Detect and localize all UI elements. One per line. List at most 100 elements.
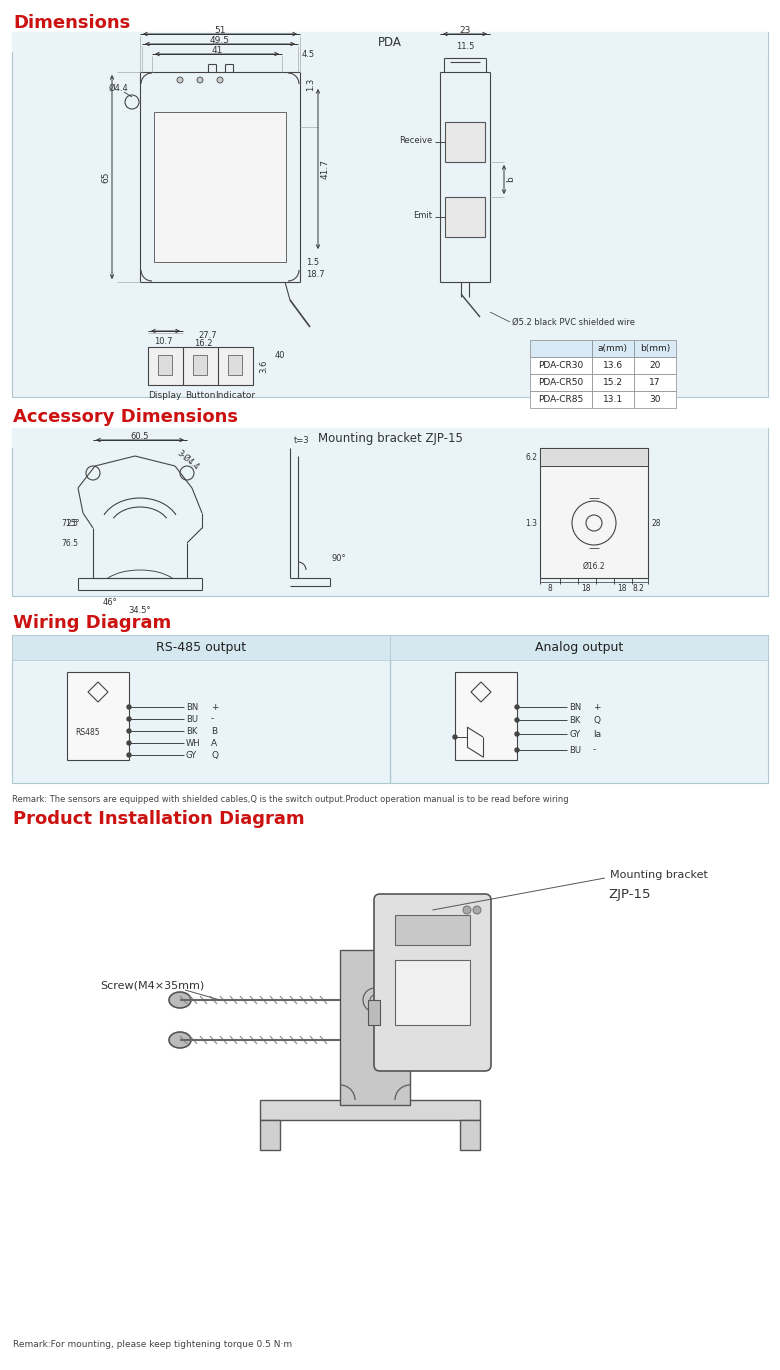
Bar — [260, 1121, 280, 1149]
Circle shape — [127, 741, 131, 745]
Text: B: B — [211, 726, 217, 736]
Bar — [530, 374, 592, 390]
Text: PDA-CR50: PDA-CR50 — [538, 378, 583, 386]
Circle shape — [515, 718, 519, 722]
Text: 40: 40 — [275, 351, 285, 359]
Text: PDA-CR85: PDA-CR85 — [538, 395, 583, 404]
Text: Dimensions: Dimensions — [13, 14, 130, 32]
Bar — [395, 915, 470, 945]
Bar — [540, 448, 648, 578]
Bar — [340, 949, 410, 1106]
Text: 1.5: 1.5 — [306, 258, 319, 267]
Text: 1.3: 1.3 — [525, 518, 537, 527]
Text: 71.5: 71.5 — [61, 518, 78, 527]
Bar — [12, 427, 768, 448]
Text: WH: WH — [186, 738, 200, 748]
FancyBboxPatch shape — [374, 895, 491, 1071]
Text: 1.3: 1.3 — [306, 77, 315, 90]
Text: Product Installation Diagram: Product Installation Diagram — [13, 810, 305, 827]
Text: 60.5: 60.5 — [131, 432, 149, 441]
Bar — [634, 358, 676, 374]
Text: 51: 51 — [215, 26, 225, 34]
Text: 13.1: 13.1 — [603, 395, 623, 404]
Text: Emit: Emit — [413, 211, 432, 219]
Bar — [530, 390, 592, 408]
Text: 20: 20 — [649, 362, 661, 370]
Text: Button: Button — [185, 390, 215, 400]
Text: Q: Q — [211, 751, 218, 759]
Text: A: A — [211, 738, 217, 748]
Bar — [634, 374, 676, 390]
Text: b(mm): b(mm) — [640, 344, 670, 353]
Text: 18: 18 — [617, 584, 627, 592]
Bar — [592, 340, 634, 358]
Text: 46°: 46° — [103, 597, 117, 607]
Text: 41.7: 41.7 — [321, 159, 329, 179]
Text: t=3: t=3 — [294, 436, 310, 444]
Text: Ø4.4: Ø4.4 — [108, 84, 128, 93]
Circle shape — [515, 706, 519, 710]
Ellipse shape — [169, 1032, 191, 1048]
Text: 76.5: 76.5 — [61, 538, 78, 548]
Text: BN: BN — [569, 703, 581, 711]
Text: 34.5°: 34.5° — [129, 606, 151, 615]
Text: PDA: PDA — [378, 36, 402, 48]
Bar — [445, 197, 485, 237]
Text: 3-Ø4.4: 3-Ø4.4 — [175, 448, 200, 471]
Text: Mounting bracket: Mounting bracket — [610, 870, 708, 880]
Text: BK: BK — [569, 715, 580, 725]
Text: 30: 30 — [649, 395, 661, 404]
Text: 3.6: 3.6 — [259, 359, 268, 373]
Bar — [592, 358, 634, 374]
Text: 27.7: 27.7 — [199, 330, 218, 340]
Text: GY: GY — [186, 751, 197, 759]
Bar — [158, 355, 172, 375]
Bar — [445, 122, 485, 162]
Circle shape — [217, 77, 223, 84]
Bar — [540, 448, 648, 466]
Text: 28: 28 — [652, 518, 661, 527]
Text: 10.7: 10.7 — [154, 337, 172, 345]
Text: 4.5: 4.5 — [302, 49, 315, 59]
Circle shape — [127, 729, 131, 733]
Bar — [148, 347, 253, 385]
Bar — [530, 358, 592, 374]
Text: 15.2: 15.2 — [603, 378, 623, 386]
Text: BN: BN — [186, 703, 198, 711]
Bar — [12, 427, 768, 596]
Text: 25°: 25° — [66, 518, 80, 527]
Text: RS-485 output: RS-485 output — [156, 641, 246, 653]
Text: Display: Display — [148, 390, 182, 400]
Text: Indicator: Indicator — [215, 390, 255, 400]
Circle shape — [127, 754, 131, 758]
Text: 18: 18 — [581, 584, 590, 592]
Bar — [368, 1000, 380, 1025]
Text: +: + — [593, 703, 601, 711]
Text: Accessory Dimensions: Accessory Dimensions — [13, 408, 238, 426]
Bar — [634, 390, 676, 408]
Bar — [12, 636, 390, 660]
Text: b: b — [506, 177, 516, 182]
Bar — [455, 673, 517, 760]
Bar — [67, 673, 129, 760]
Ellipse shape — [169, 992, 191, 1008]
Bar — [12, 636, 768, 784]
Text: 16.2: 16.2 — [193, 338, 212, 348]
Text: RS485: RS485 — [75, 727, 100, 737]
Bar — [228, 355, 242, 375]
Text: 90°: 90° — [332, 553, 346, 563]
Circle shape — [463, 906, 471, 914]
Text: 17: 17 — [649, 378, 661, 386]
Text: 41: 41 — [211, 45, 222, 55]
Text: BK: BK — [186, 726, 197, 736]
Bar — [634, 340, 676, 358]
Text: Ia: Ia — [593, 729, 601, 738]
Text: GY: GY — [569, 729, 580, 738]
Circle shape — [515, 732, 519, 736]
Text: Mounting bracket ZJP-15: Mounting bracket ZJP-15 — [317, 432, 463, 444]
Text: Q: Q — [593, 715, 600, 725]
Text: PDA-CR30: PDA-CR30 — [538, 362, 583, 370]
Circle shape — [473, 906, 481, 914]
Text: ZJP-15: ZJP-15 — [608, 888, 651, 901]
Text: 23: 23 — [459, 26, 470, 34]
